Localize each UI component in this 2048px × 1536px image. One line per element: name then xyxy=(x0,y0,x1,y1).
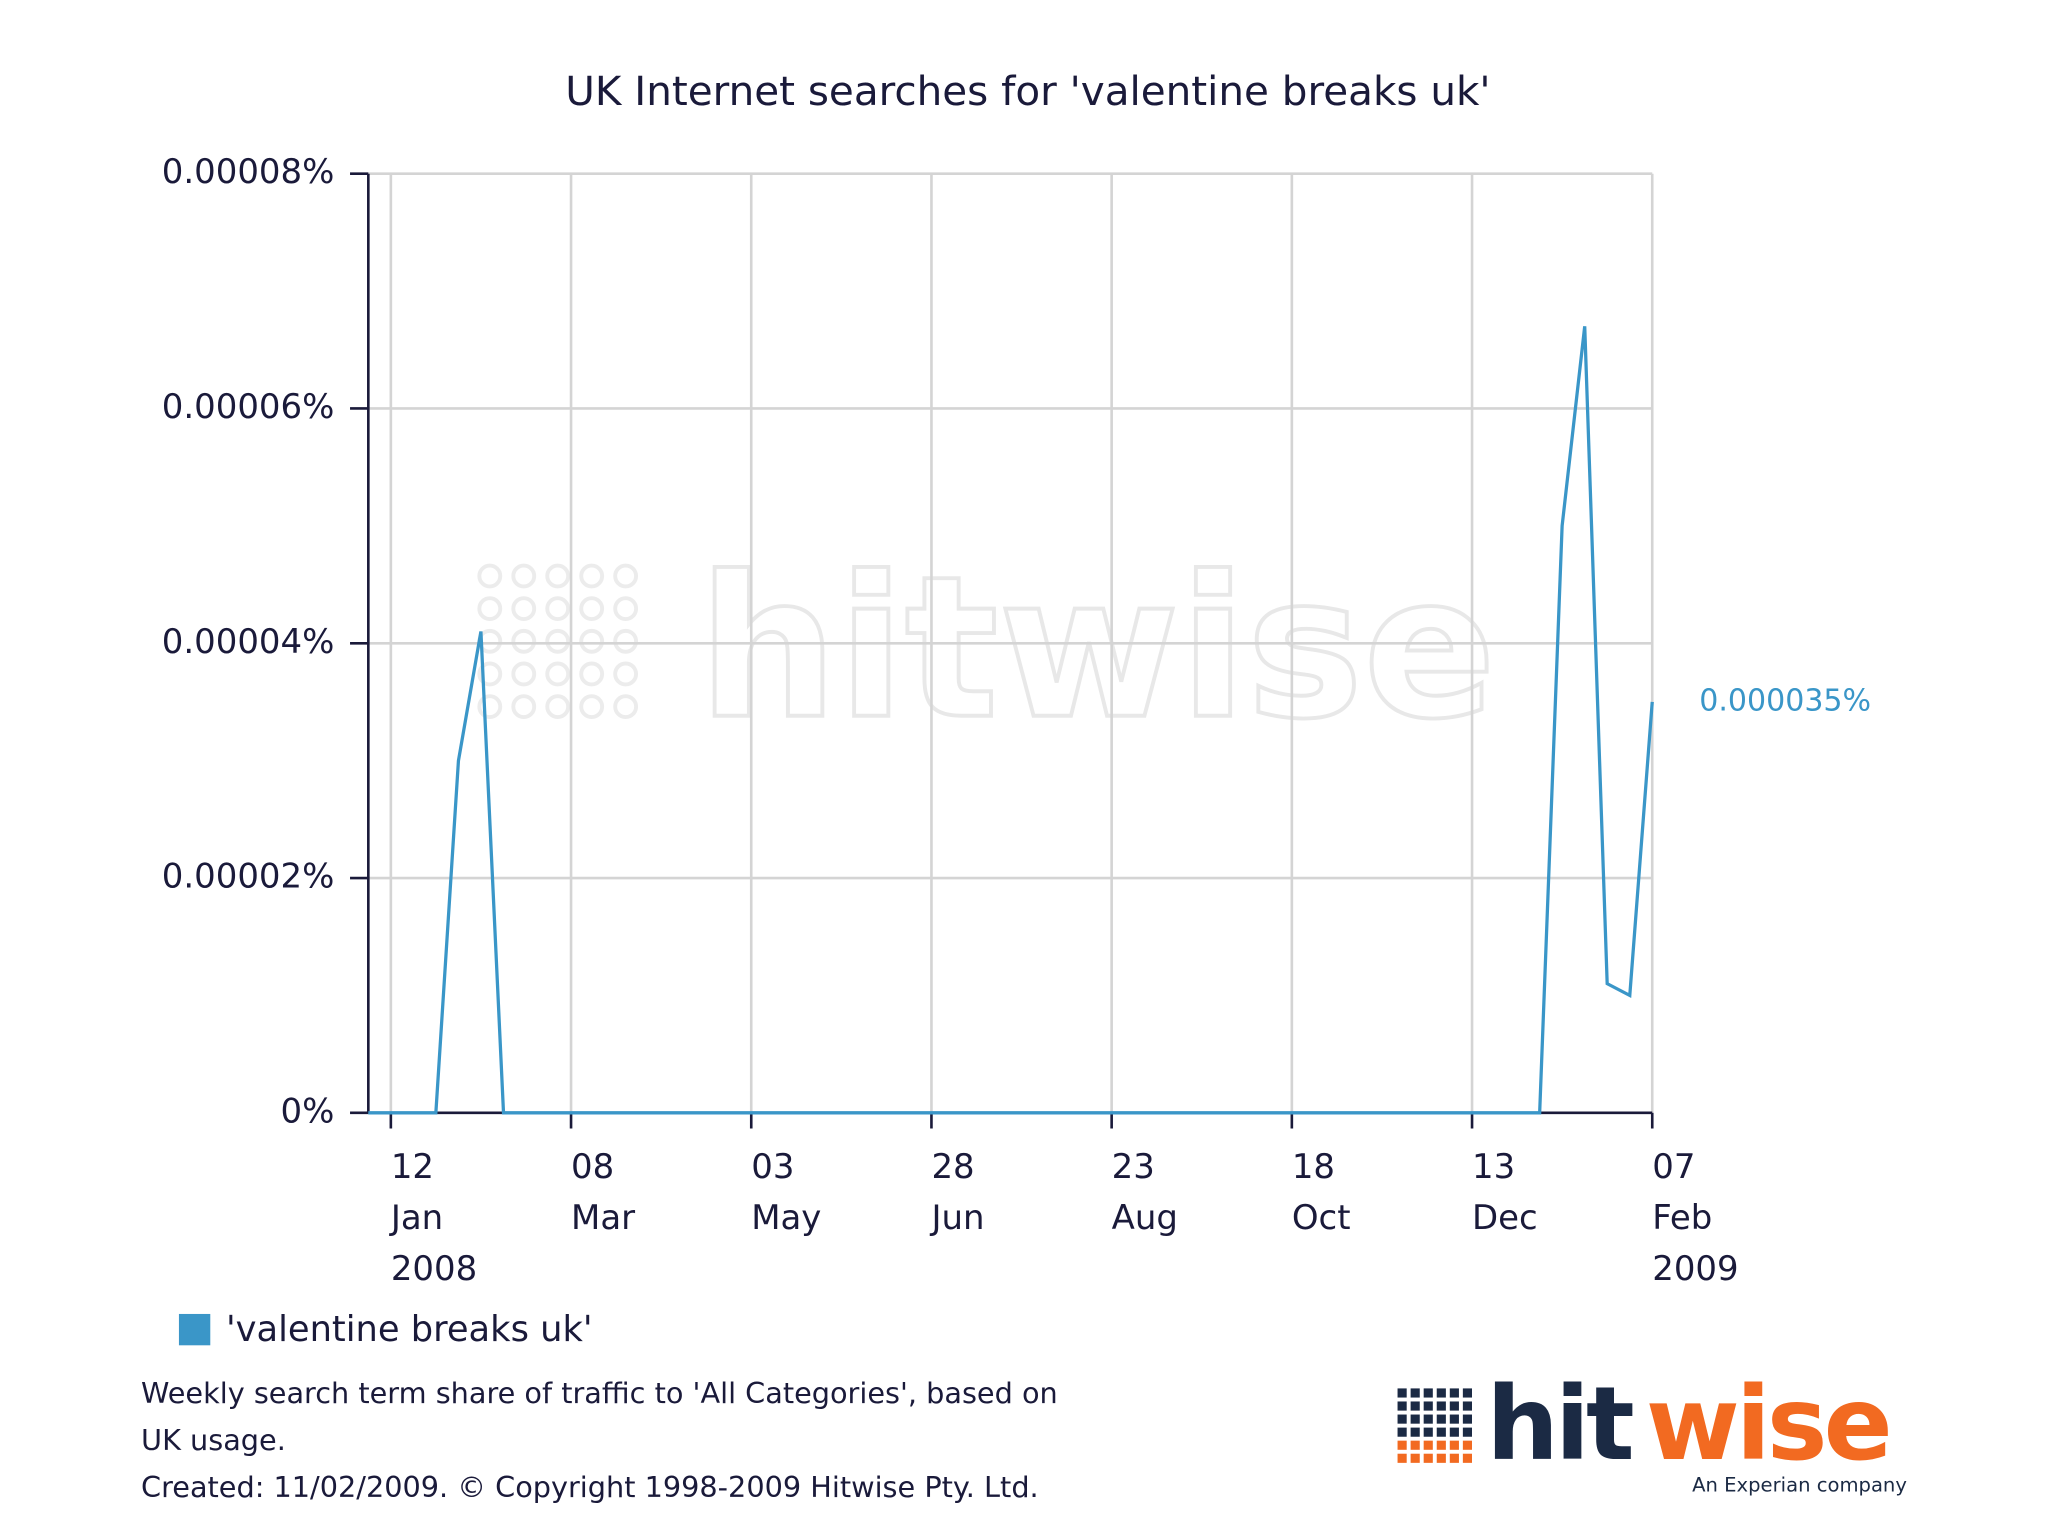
y-tick-label: 0.00008% xyxy=(162,152,335,192)
chart-title: UK Internet searches for 'valentine brea… xyxy=(565,67,1490,115)
dot xyxy=(613,694,639,720)
logo-tagline: An Experian company xyxy=(1692,1474,1907,1497)
x-tick-label: 13 Dec xyxy=(1472,1147,1538,1238)
dot xyxy=(1423,1388,1433,1398)
dot xyxy=(613,661,639,687)
dot xyxy=(511,596,537,622)
dot xyxy=(477,661,503,687)
legend-swatch xyxy=(178,1313,211,1346)
dot xyxy=(1410,1427,1420,1437)
dot xyxy=(1423,1453,1433,1463)
x-tick-label: 23 Aug xyxy=(1112,1147,1178,1238)
dot xyxy=(1397,1388,1407,1398)
dot xyxy=(511,694,537,720)
dot xyxy=(579,563,605,589)
logo-wise: wise xyxy=(1646,1365,1889,1484)
dot xyxy=(1449,1453,1459,1463)
dot xyxy=(1462,1388,1472,1398)
dot xyxy=(1436,1414,1446,1424)
dot xyxy=(1410,1388,1420,1398)
dot xyxy=(545,694,571,720)
dot xyxy=(1423,1414,1433,1424)
dot xyxy=(1436,1427,1446,1437)
x-tick-label: 08 Mar xyxy=(571,1147,635,1238)
dot xyxy=(613,596,639,622)
dot xyxy=(1449,1388,1459,1398)
series-line xyxy=(368,326,1654,1115)
dot xyxy=(1423,1440,1433,1450)
dot xyxy=(1462,1427,1472,1437)
dot xyxy=(477,596,503,622)
x-tick-label: 07 Feb 2009 xyxy=(1652,1147,1738,1289)
dot xyxy=(477,563,503,589)
dot xyxy=(1410,1440,1420,1450)
dot xyxy=(1397,1440,1407,1450)
x-tick-label: 18 Oct xyxy=(1292,1147,1351,1238)
dot xyxy=(545,628,571,654)
dot xyxy=(579,628,605,654)
dot xyxy=(1436,1440,1446,1450)
footer-created: Created: 11/02/2009. © Copyright 1998-20… xyxy=(141,1470,1039,1504)
footer-note: Weekly search term share of traffic to '… xyxy=(141,1376,1058,1410)
legend-label: 'valentine breaks uk' xyxy=(226,1309,593,1350)
dot xyxy=(579,694,605,720)
dot xyxy=(1423,1427,1433,1437)
watermark-dots xyxy=(477,563,639,720)
dot xyxy=(1397,1427,1407,1437)
dot xyxy=(1449,1401,1459,1411)
footer-note: UK usage. xyxy=(141,1423,286,1457)
dot xyxy=(1449,1427,1459,1437)
dot xyxy=(1423,1401,1433,1411)
logo-hit: hit xyxy=(1486,1365,1633,1484)
x-tick-label: 12 Jan 2008 xyxy=(389,1147,477,1289)
dot xyxy=(511,563,537,589)
logo-dots xyxy=(1397,1388,1472,1463)
dot xyxy=(1397,1453,1407,1463)
dot xyxy=(1397,1401,1407,1411)
dot xyxy=(1436,1453,1446,1463)
value-label: 0.000035% xyxy=(1699,683,1871,718)
y-tick-label: 0% xyxy=(281,1091,335,1131)
dot xyxy=(1449,1440,1459,1450)
dot xyxy=(1462,1401,1472,1411)
dot xyxy=(613,563,639,589)
dot xyxy=(1410,1401,1420,1411)
dot xyxy=(511,661,537,687)
y-tick-label: 0.00006% xyxy=(162,387,335,427)
dot xyxy=(1436,1388,1446,1398)
dot xyxy=(545,661,571,687)
dot xyxy=(579,596,605,622)
x-tick-label: 28 Jun xyxy=(929,1147,984,1238)
dot xyxy=(1449,1414,1459,1424)
dot xyxy=(1410,1453,1420,1463)
watermark: hitwise xyxy=(698,535,1496,763)
dot xyxy=(579,661,605,687)
dot xyxy=(545,563,571,589)
y-tick-label: 0.00002% xyxy=(162,857,335,897)
dot xyxy=(1436,1401,1446,1411)
dot xyxy=(545,596,571,622)
dot xyxy=(1397,1414,1407,1424)
y-tick-label: 0.00004% xyxy=(162,622,335,662)
dot xyxy=(511,628,537,654)
dot xyxy=(1462,1453,1472,1463)
x-tick-label: 03 May xyxy=(751,1147,821,1238)
dot xyxy=(1462,1414,1472,1424)
dot xyxy=(613,628,639,654)
dot xyxy=(1462,1440,1472,1450)
dot xyxy=(1410,1414,1420,1424)
dot xyxy=(477,694,503,720)
